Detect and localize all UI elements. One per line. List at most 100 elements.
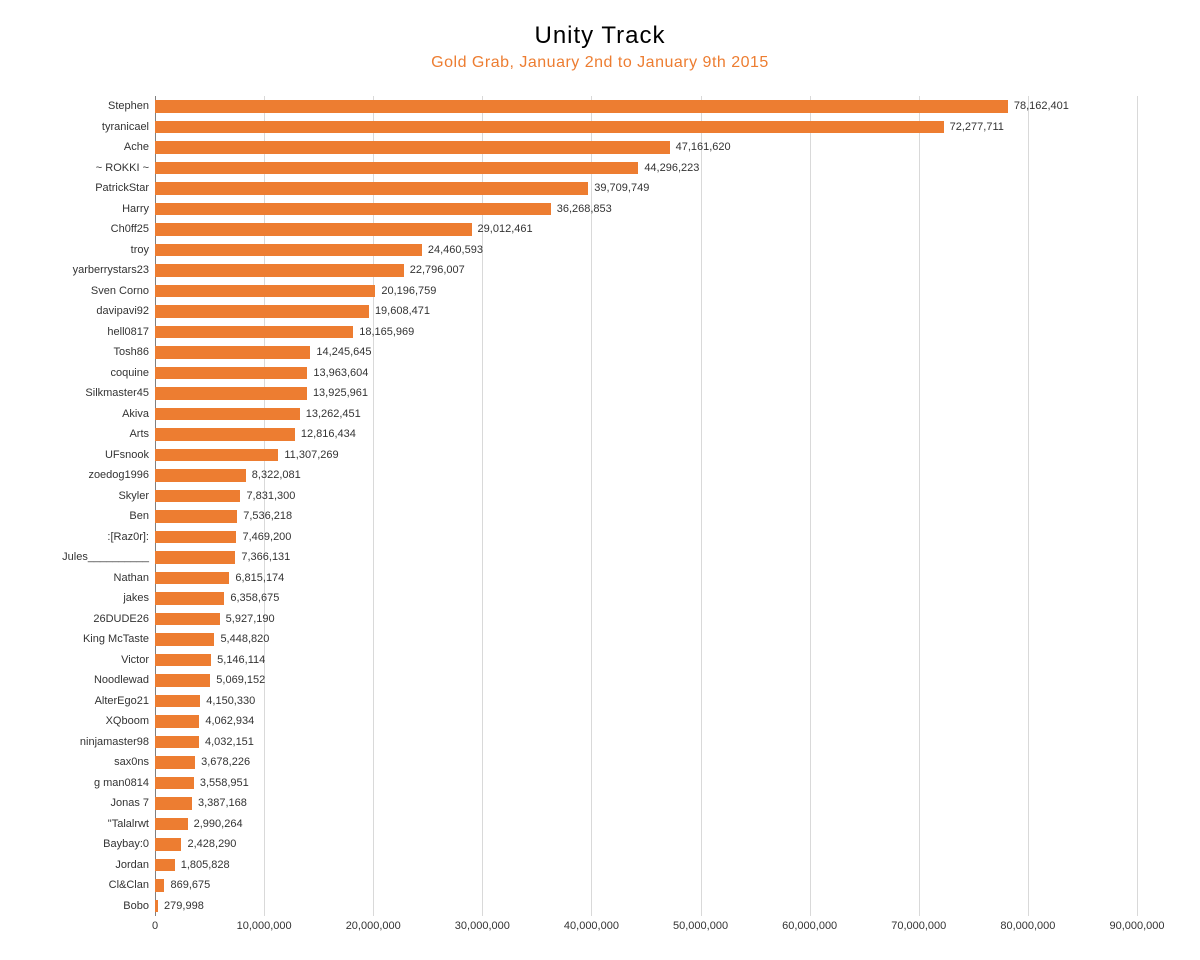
category-label: Noodlewad [94, 674, 155, 686]
bar-row: Ben7,536,218 [155, 506, 1137, 527]
bar [155, 572, 229, 585]
bar [155, 469, 246, 482]
x-axis-tick-label: 40,000,000 [564, 920, 619, 932]
value-label: 72,277,711 [944, 121, 1004, 133]
bar-row: davipavi9219,608,471 [155, 301, 1137, 322]
bar [155, 305, 369, 318]
bar-row: Arts12,816,434 [155, 424, 1137, 445]
bar-row: Bobo279,998 [155, 896, 1137, 917]
value-label: 6,815,174 [229, 572, 284, 584]
x-axis-tick-label: 0 [152, 920, 158, 932]
bar-row: King McTaste5,448,820 [155, 629, 1137, 650]
bar [155, 244, 422, 257]
category-label: jakes [123, 592, 155, 604]
bar [155, 326, 353, 339]
bar-row: g man08143,558,951 [155, 773, 1137, 794]
category-label: Baybay:0 [103, 838, 155, 850]
value-label: 4,032,151 [199, 736, 254, 748]
value-label: 12,816,434 [295, 428, 356, 440]
value-label: 36,268,853 [551, 203, 612, 215]
value-label: 44,296,223 [638, 162, 699, 174]
bar-row: Cl&Clan869,675 [155, 875, 1137, 896]
bar [155, 121, 944, 134]
category-label: Victor [121, 654, 155, 666]
bar-row: coquine13,963,604 [155, 363, 1137, 384]
category-label: Sven Corno [91, 285, 155, 297]
category-label: ninjamaster98 [80, 736, 155, 748]
bar [155, 531, 236, 544]
x-axis-tick-label: 80,000,000 [1000, 920, 1055, 932]
bar-row: yarberrystars2322,796,007 [155, 260, 1137, 281]
bar-row: Jules__________7,366,131 [155, 547, 1137, 568]
category-label: Ch0ff25 [111, 223, 155, 235]
value-label: 7,469,200 [236, 531, 291, 543]
bar-row: "Talalrwt2,990,264 [155, 814, 1137, 835]
category-label: Ben [129, 510, 155, 522]
value-label: 6,358,675 [224, 592, 279, 604]
bar [155, 715, 199, 728]
category-label: UFsnook [105, 449, 155, 461]
bar-row: hell081718,165,969 [155, 322, 1137, 343]
value-label: 13,925,961 [307, 387, 368, 399]
bar [155, 182, 588, 195]
category-label: Ache [124, 141, 155, 153]
bar [155, 141, 670, 154]
bar [155, 100, 1008, 113]
bar-row: Noodlewad5,069,152 [155, 670, 1137, 691]
chart-subtitle: Gold Grab, January 2nd to January 9th 20… [0, 54, 1200, 72]
bar [155, 674, 210, 687]
bar [155, 490, 240, 503]
bar [155, 264, 404, 277]
bar-row: :[Raz0r]:7,469,200 [155, 527, 1137, 548]
x-axis-tick-label: 20,000,000 [346, 920, 401, 932]
category-label: g man0814 [94, 777, 155, 789]
x-axis-tick-label: 30,000,000 [455, 920, 510, 932]
category-label: sax0ns [114, 756, 155, 768]
bar [155, 162, 638, 175]
bar-row: Tosh8614,245,645 [155, 342, 1137, 363]
category-label: Tosh86 [114, 346, 155, 358]
bar-row: sax0ns3,678,226 [155, 752, 1137, 773]
bar [155, 777, 194, 790]
bar-row: zoedog19968,322,081 [155, 465, 1137, 486]
category-label: "Talalrwt [108, 818, 155, 830]
value-label: 13,963,604 [307, 367, 368, 379]
value-label: 4,062,934 [199, 715, 254, 727]
bar-row: Sven Corno20,196,759 [155, 281, 1137, 302]
category-label: Harry [122, 203, 155, 215]
value-label: 19,608,471 [369, 305, 430, 317]
value-label: 14,245,645 [310, 346, 371, 358]
value-label: 18,165,969 [353, 326, 414, 338]
value-label: 22,796,007 [404, 264, 465, 276]
value-label: 20,196,759 [375, 285, 436, 297]
x-axis-tick-label: 10,000,000 [237, 920, 292, 932]
chart-plot-area: 010,000,00020,000,00030,000,00040,000,00… [155, 96, 1137, 916]
bar [155, 387, 307, 400]
value-label: 869,675 [164, 879, 210, 891]
bar [155, 756, 195, 769]
bar [155, 449, 278, 462]
bar [155, 654, 211, 667]
value-label: 7,831,300 [240, 490, 295, 502]
bar-row: Victor5,146,114 [155, 650, 1137, 671]
bar [155, 838, 181, 851]
category-label: Jules__________ [62, 551, 155, 563]
value-label: 5,146,114 [211, 654, 265, 666]
value-label: 7,366,131 [235, 551, 290, 563]
category-label: King McTaste [83, 633, 155, 645]
bar [155, 367, 307, 380]
category-label: Jordan [115, 859, 155, 871]
x-axis-tick-label: 70,000,000 [891, 920, 946, 932]
category-label: coquine [110, 367, 155, 379]
gridline [1137, 96, 1138, 916]
category-label: yarberrystars23 [73, 264, 155, 276]
chart-title: Unity Track [0, 22, 1200, 50]
bar-row: UFsnook11,307,269 [155, 445, 1137, 466]
chart-header: Unity Track Gold Grab, January 2nd to Ja… [0, 0, 1200, 72]
bar [155, 428, 295, 441]
bar-row: Harry36,268,853 [155, 199, 1137, 220]
category-label: tyranicael [102, 121, 155, 133]
value-label: 279,998 [158, 900, 204, 912]
bar [155, 818, 188, 831]
bar-row: Jordan1,805,828 [155, 855, 1137, 876]
